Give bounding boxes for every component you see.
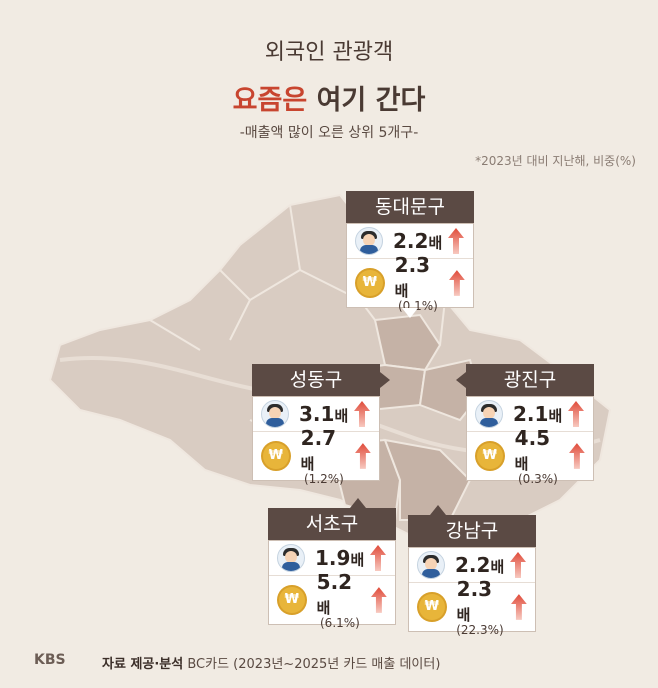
won-coin-icon: ₩ <box>475 441 505 471</box>
sales-increase: 2.3배 <box>456 577 493 624</box>
visitor-increase: 2.1배 <box>513 402 563 426</box>
source-text: BC카드 (2023년~2025년 카드 매출 데이터) <box>183 657 441 672</box>
won-coin-icon: ₩ <box>355 268 385 298</box>
kbs-logo: KBS <box>34 652 66 668</box>
title-rest: 여기 간다 <box>307 85 426 116</box>
source-label: 자료 제공·분석 <box>102 657 184 672</box>
up-arrow-icon <box>448 228 465 254</box>
district-stats: 2.1배 ₩ 4.5배 (0.3%) <box>466 396 594 486</box>
visitor-increase: 3.1배 <box>299 402 349 426</box>
sales-increase: 5.2배 <box>316 570 353 617</box>
district-name: 서초구 <box>268 508 396 540</box>
district-stats: 3.1배 ₩ 2.7배 (1.2%) <box>252 396 380 486</box>
up-arrow-icon <box>568 401 585 427</box>
sales-row: ₩ 2.3배 (0.1%) <box>347 253 473 313</box>
district-stats: 2.2배 ₩ 2.3배 (0.1%) <box>346 223 474 313</box>
sales-share: (0.3%) <box>518 472 558 486</box>
district-name: 강남구 <box>408 515 536 547</box>
tourist-icon <box>417 551 445 579</box>
sales-increase: 2.3배 <box>394 253 431 300</box>
sales-row: ₩ 4.5배 (0.3%) <box>467 426 593 486</box>
source-credit: 자료 제공·분석 BC카드 (2023년~2025년 카드 매출 데이터) <box>102 653 440 672</box>
won-coin-icon: ₩ <box>417 592 447 622</box>
footnote: *2023년 대비 지난해, 비중(%) <box>475 154 636 168</box>
visitor-row: 1.9배 <box>269 541 395 575</box>
won-coin-icon: ₩ <box>261 441 291 471</box>
subtitle: -매출액 많이 오른 상위 5개구- <box>239 125 419 141</box>
up-arrow-icon <box>510 552 527 578</box>
title-highlight: 요즘은 <box>232 85 308 116</box>
title-line2: 요즘은 여기 간다 <box>0 78 658 117</box>
tourist-icon <box>261 400 289 428</box>
tourist-icon <box>277 544 305 572</box>
tourist-icon <box>355 227 383 255</box>
up-arrow-icon <box>449 270 465 296</box>
sales-row: ₩ 5.2배 (6.1%) <box>269 570 395 630</box>
visitor-increase: 1.9배 <box>315 546 365 570</box>
sales-block: 2.3배 (22.3%) <box>447 577 506 637</box>
up-arrow-icon <box>569 443 585 469</box>
tourist-icon <box>475 400 503 428</box>
sales-row: ₩ 2.3배 (22.3%) <box>409 577 535 637</box>
sales-row: ₩ 2.7배 (1.2%) <box>253 426 379 486</box>
district-name: 동대문구 <box>346 191 474 223</box>
district-name: 광진구 <box>466 364 594 396</box>
sales-block: 2.3배 (0.1%) <box>385 253 444 313</box>
visitor-row: 3.1배 <box>253 397 379 431</box>
sales-share: (1.2%) <box>304 472 344 486</box>
visitor-increase: 2.2배 <box>455 553 505 577</box>
district-card-seongdong: 성동구 3.1배 ₩ 2.7배 (1.2%) <box>252 364 390 486</box>
district-name: 성동구 <box>252 364 380 396</box>
up-arrow-icon <box>511 594 527 620</box>
sales-share: (22.3%) <box>456 623 504 637</box>
district-card-gwangjin: 광진구 2.1배 ₩ 4.5배 (0.3%) <box>456 364 594 486</box>
won-coin-icon: ₩ <box>277 585 307 615</box>
up-arrow-icon <box>370 545 387 571</box>
visitor-row: 2.2배 <box>347 224 473 258</box>
up-arrow-icon <box>355 443 371 469</box>
sales-block: 4.5배 (0.3%) <box>505 426 564 486</box>
district-stats: 2.2배 ₩ 2.3배 (22.3%) <box>408 547 536 637</box>
visitor-row: 2.1배 <box>467 397 593 431</box>
sales-increase: 4.5배 <box>514 426 551 473</box>
visitor-increase: 2.2배 <box>393 229 443 253</box>
sales-increase: 2.7배 <box>300 426 337 473</box>
district-card-gangnam: 강남구 2.2배 ₩ 2.3배 (22.3%) <box>408 505 536 637</box>
up-arrow-icon <box>371 587 387 613</box>
sales-share: (6.1%) <box>320 616 360 630</box>
sales-block: 2.7배 (1.2%) <box>291 426 350 486</box>
up-arrow-icon <box>354 401 371 427</box>
district-card-seocho: 서초구 1.9배 ₩ 5.2배 (6.1%) <box>268 498 396 630</box>
sales-block: 5.2배 (6.1%) <box>307 570 366 630</box>
district-card-dongdaemun: 동대문구 2.2배 ₩ 2.3배 (0.1%) <box>346 191 474 318</box>
title-line1: 외국인 관광객 <box>264 40 394 65</box>
district-stats: 1.9배 ₩ 5.2배 (6.1%) <box>268 540 396 630</box>
visitor-row: 2.2배 <box>409 548 535 582</box>
